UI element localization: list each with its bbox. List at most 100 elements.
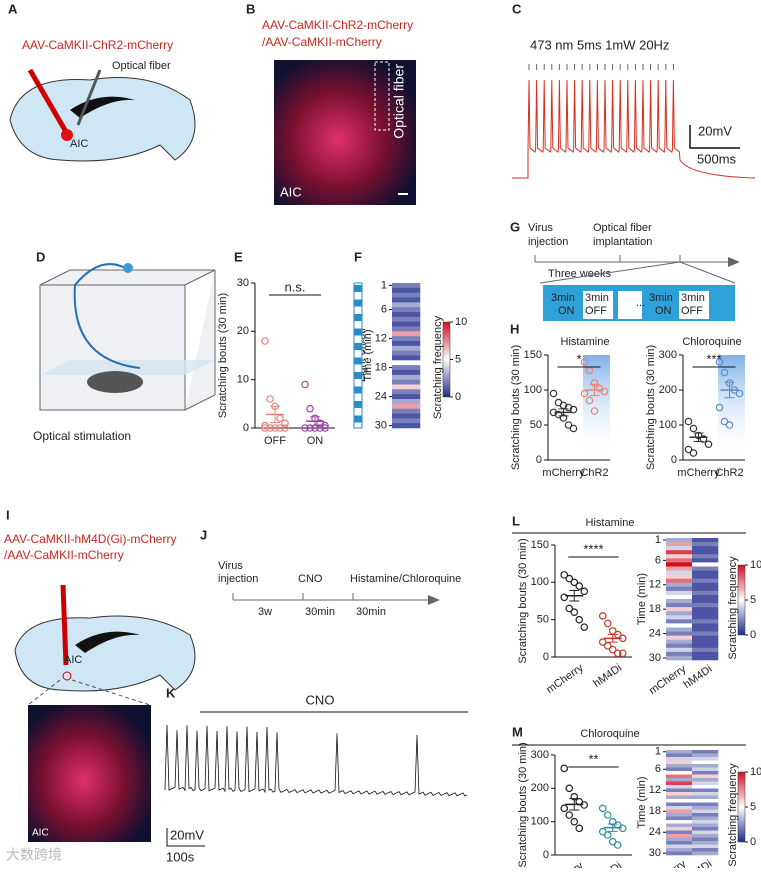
light-block [354,357,362,365]
heat-cell [392,336,421,342]
data-point [600,387,609,396]
x-tick-label: ON [307,435,324,447]
injection-site [62,671,72,681]
heat-cell [666,651,693,657]
brain-cartoon [9,77,196,162]
panel-title: Histamine [586,517,635,529]
light-source [123,263,133,273]
data-point [569,405,578,414]
heat-cell [392,355,421,361]
heat-cell [392,360,421,366]
heat-cell [692,809,719,814]
y-tick-label: 6 [381,303,387,315]
heat-cell [666,792,693,796]
timeline-text: 3w [258,606,272,618]
timeline-text: Histamine/Chloroquine [350,573,461,585]
heat-cell [692,554,719,559]
colorbar-label: Scratching frequency [727,763,739,867]
sig-label: ** [588,751,598,766]
data-point [603,831,612,839]
sem-bar [589,383,600,397]
heat-cell [692,546,719,551]
data-point [580,587,589,596]
y-tick-label: 300 [659,349,677,361]
heat-cell [692,607,719,612]
x-tick-label: ChR2 [580,467,608,479]
light-block [354,415,362,423]
heat-cell [666,615,693,620]
data-point [570,578,579,587]
heat-cell [666,837,693,842]
data-point [266,395,274,403]
chamber-floor [40,360,215,375]
heat-cell [666,778,693,782]
construct-label: /AAV-CaMKII-mCherry [4,548,124,562]
heat-cell [692,550,719,555]
heat-cell [392,307,421,313]
y-tick-label: 30 [237,277,249,289]
light-block [354,372,362,379]
data-point [549,389,558,398]
data-point [598,612,607,620]
heat-cell [666,586,693,592]
heat-cell [692,631,719,636]
timeline-text: Virus [218,560,243,572]
y-tick-label: 30 [375,419,387,431]
timeline-text: injection [218,573,258,585]
timeline-text: Optical fiber [593,222,652,234]
heat-cell [666,823,693,828]
heat-cell [666,594,693,600]
data-point [560,571,569,579]
heat-cell [692,594,719,600]
heat-cell [692,788,719,793]
heat-cell [692,586,719,592]
data-point [266,424,274,432]
panel-letter: A [8,1,18,16]
y-tick-label: 30 [649,847,661,859]
timeline-text: CNO [298,573,323,585]
heat-cell [692,774,719,779]
heat-cell [692,820,719,824]
heat-cell [666,795,693,800]
x-tick-label: ChR2 [715,467,743,479]
data-point [316,424,324,432]
data-point [684,445,693,454]
heat-cell [666,631,693,636]
x-tick-label: OFF [264,435,286,447]
data-point [684,417,693,426]
heat-cell [666,558,693,563]
heat-cell [666,546,693,551]
heat-cell [666,781,693,786]
x-tick-label: mCherry [647,858,689,868]
data-point [575,824,584,833]
heat-cell [392,384,421,390]
x-tick-label: hM4Di [681,663,714,691]
heat-cell [692,778,719,782]
heat-cell [692,785,719,789]
y-tick-label: 0 [671,454,677,466]
data-point [570,608,579,617]
heat-cell [392,292,421,298]
heat-cell [666,750,693,754]
heat-cell [692,538,719,543]
light-block [354,299,362,307]
heat-cell [392,345,421,351]
data-point [261,424,269,432]
heat-cell [666,785,693,789]
heat-cell [666,611,693,616]
light-block [354,386,362,394]
data-point [608,645,617,654]
x-tick-label: mCherry [544,860,586,868]
protocol-text: 3min [681,292,705,304]
data-point [618,649,627,658]
heat-cell [666,623,693,628]
construct-label: AAV-CaMKII-ChR2-mCherry [262,18,413,32]
data-point [725,421,734,429]
heat-cell [692,848,719,852]
heat-cell [666,827,693,831]
heat-cell [392,374,421,380]
y-tick-label: 24 [375,390,387,402]
light-block [354,328,362,336]
region-label: AIC [280,184,302,199]
